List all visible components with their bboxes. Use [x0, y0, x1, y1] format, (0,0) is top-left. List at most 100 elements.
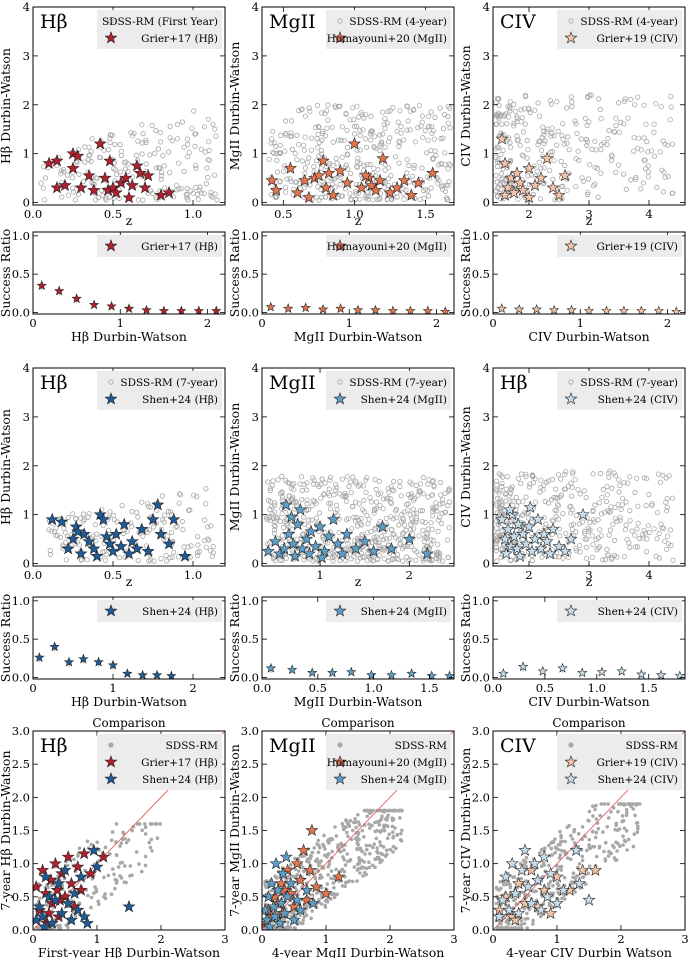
sdss-point [161, 519, 167, 525]
sdss-point [511, 120, 517, 127]
sdss-point [305, 155, 312, 161]
sdss-point [445, 182, 451, 188]
sdss-point [394, 846, 398, 851]
sdss-point [569, 526, 576, 533]
sdss-point [549, 125, 555, 131]
legend-marker [104, 239, 118, 252]
sdss-point [360, 849, 365, 854]
star-point [517, 661, 529, 672]
star-point [106, 181, 120, 194]
x-tick-label: 0.0 [484, 681, 502, 695]
sdss-point [286, 480, 293, 486]
sdss-point [277, 178, 283, 184]
sdss-point [387, 495, 393, 502]
star-point-shen [42, 889, 56, 903]
x-tick-label: 0.5 [274, 207, 292, 221]
sdss-point [516, 499, 522, 505]
sdss-point [282, 163, 288, 169]
star-point [167, 512, 181, 526]
sdss-point [606, 802, 610, 806]
sdss-point [271, 552, 277, 558]
sdss-point [614, 823, 618, 827]
star-point [312, 168, 326, 182]
sdss-point [587, 864, 592, 868]
sdss-point [551, 840, 556, 845]
star-point [288, 549, 302, 562]
sdss-point [351, 123, 358, 129]
panel-title: Hβ [40, 372, 68, 394]
sdss-point [312, 557, 318, 563]
star-point-shen [71, 903, 85, 916]
star-point-shen [499, 870, 513, 883]
sdss-point [279, 473, 285, 479]
x-tick-label: 1 [577, 316, 584, 330]
sdss-point [558, 853, 563, 857]
sdss-point [202, 517, 208, 523]
sdss-point [365, 808, 370, 813]
star-point-shen [540, 889, 554, 903]
x-axis-label: Hβ Durbin-Watson [71, 694, 187, 709]
sdss-point [151, 558, 157, 564]
sdss-point [328, 500, 334, 506]
x-tick-label: 1.5 [420, 681, 438, 695]
star-point [106, 300, 117, 311]
sdss-point [135, 514, 141, 520]
sdss-point [512, 108, 519, 114]
sdss-point [304, 497, 310, 503]
sdss-point [274, 157, 280, 163]
sdss-point [388, 847, 393, 852]
x-tick-label: 2 [664, 316, 671, 330]
star-point [498, 156, 512, 169]
sdss-point [381, 121, 387, 128]
star-point [327, 667, 338, 678]
star-point-shen [61, 896, 75, 910]
sdss-point [618, 506, 624, 512]
sdss-point [517, 142, 523, 148]
star-point [543, 546, 557, 560]
sdss-point [323, 847, 327, 851]
sdss-point [37, 896, 42, 901]
sdss-point [583, 137, 590, 143]
x-tick-label: 0 [29, 316, 36, 330]
sdss-point [657, 479, 664, 485]
sdss-point [395, 832, 400, 837]
star-point-shen [58, 863, 72, 876]
sdss-point [279, 497, 285, 503]
sdss-point [316, 197, 322, 203]
sdss-point [364, 843, 369, 848]
sdss-point [643, 548, 650, 555]
star-point [397, 173, 411, 187]
sdss-point [84, 557, 90, 563]
sdss-point [361, 834, 366, 839]
sdss-point [660, 472, 666, 478]
sdss-point [417, 508, 424, 514]
sdss-point [310, 909, 315, 913]
sdss-point [330, 558, 336, 564]
sdss-point [403, 187, 409, 193]
sdss-point [631, 844, 636, 849]
sdss-point [212, 126, 218, 132]
sdss-point [572, 829, 576, 834]
sdss-point [626, 802, 630, 806]
sdss-point [573, 156, 579, 162]
sdss-point [319, 902, 324, 906]
sdss-point [499, 546, 506, 552]
axes-frame [32, 596, 226, 680]
sdss-point [355, 155, 361, 161]
sdss-point [630, 802, 635, 806]
sdss-point [201, 191, 207, 197]
sdss-point [613, 827, 617, 832]
sdss-point [510, 498, 516, 504]
sdss-point [187, 507, 193, 513]
sdss-point [309, 503, 315, 509]
sdss-point [420, 527, 426, 533]
sdss-point [309, 517, 315, 523]
sdss-point [584, 93, 591, 99]
sdss-point [550, 853, 554, 857]
sdss-point [531, 922, 535, 926]
sdss-point [664, 546, 670, 552]
sdss-point [416, 552, 422, 558]
sdss-point [557, 494, 563, 500]
star-point [558, 544, 572, 557]
